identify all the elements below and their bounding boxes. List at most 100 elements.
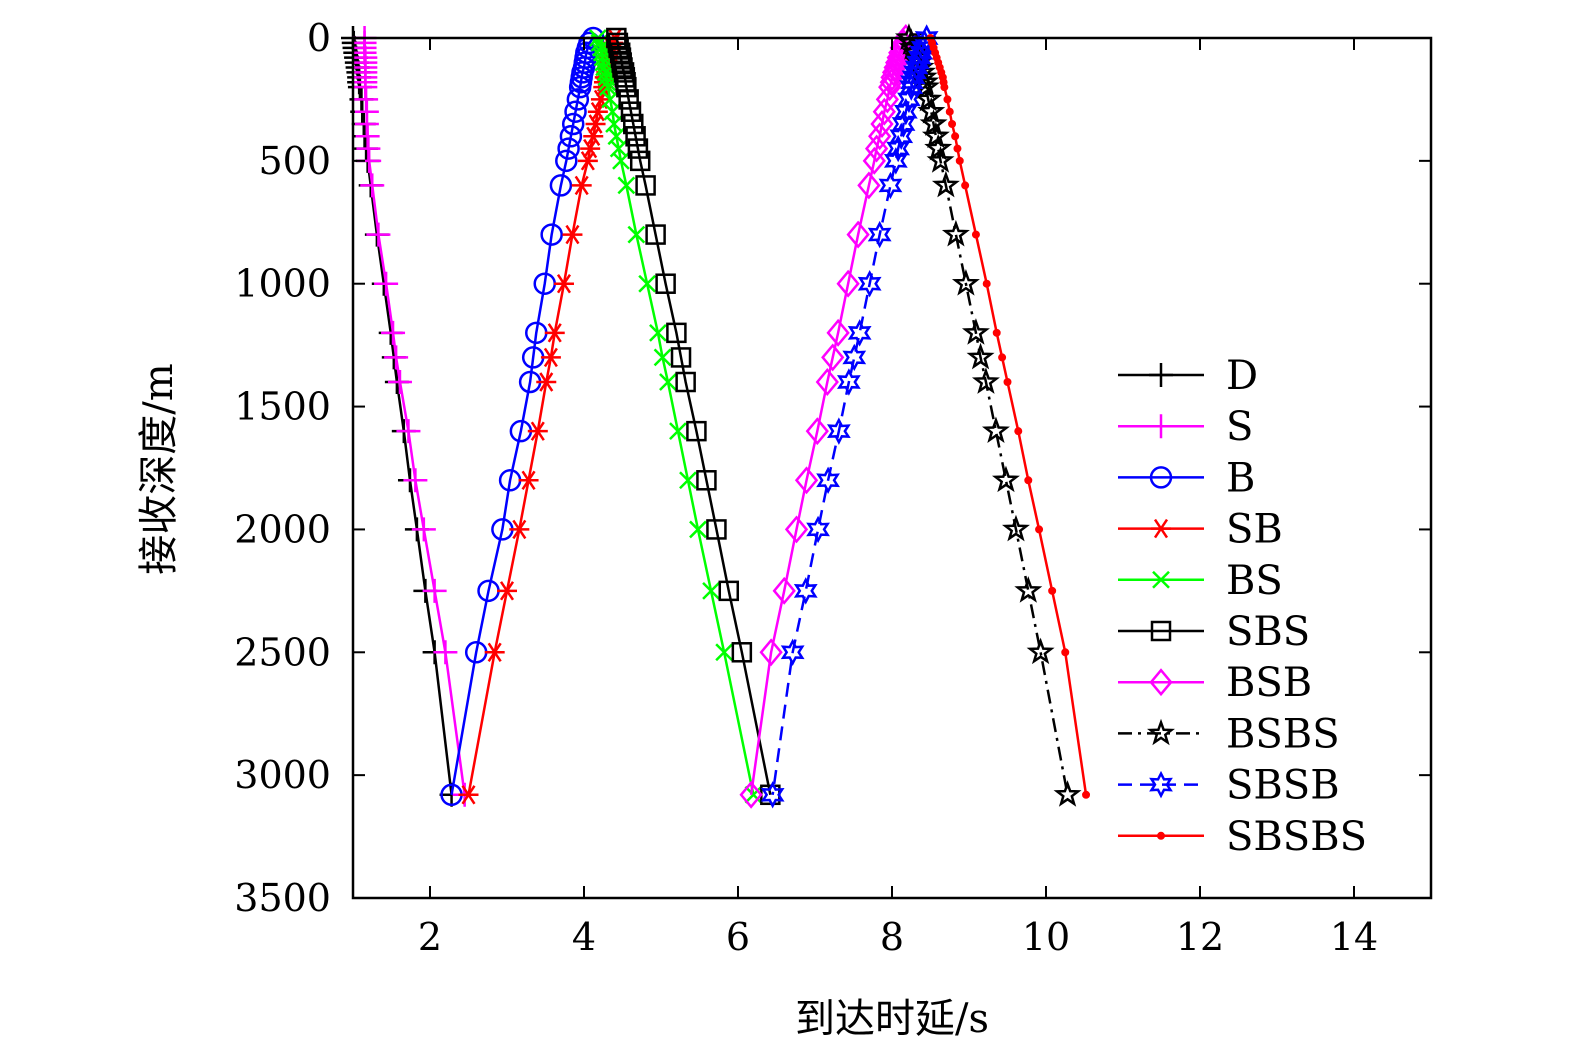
series-layer <box>341 23 1091 809</box>
legend-item-bs: BS <box>1118 558 1283 604</box>
data-point-bsbs <box>1001 514 1030 542</box>
data-point-bs <box>627 225 646 244</box>
data-point-b <box>566 88 590 111</box>
data-point-sbsbs <box>1035 525 1044 534</box>
data-point-bs <box>659 373 677 391</box>
data-point-sbs <box>706 519 727 540</box>
x-tick-label: 14 <box>1330 915 1378 959</box>
data-point-bsb <box>857 171 881 200</box>
legend-label-s: S <box>1226 404 1253 450</box>
data-point-bsbs <box>894 23 923 50</box>
y-tick-label: 2000 <box>234 507 331 551</box>
data-point-bsbs <box>966 342 995 370</box>
data-point-bsb <box>875 85 900 114</box>
data-point-bsb <box>881 58 906 87</box>
data-point-s <box>433 640 458 665</box>
data-point-sbs <box>635 175 656 196</box>
data-point-bs <box>702 581 720 600</box>
data-point-sbs <box>627 138 649 159</box>
data-point-sb <box>527 421 548 441</box>
data-point-bsb <box>836 269 860 298</box>
data-point-sb <box>553 274 574 294</box>
y-tick-label: 2500 <box>234 630 331 674</box>
data-point-sbsb <box>899 73 924 101</box>
data-point-bsbs <box>971 367 1000 394</box>
data-point-sbsb <box>886 134 911 163</box>
data-point-sbsb <box>867 220 892 249</box>
data-point-bsb <box>772 576 796 605</box>
data-point-bs <box>679 471 697 490</box>
series-sbs <box>606 27 781 806</box>
y-tick-label: 1000 <box>234 262 331 306</box>
data-point-bsbs <box>981 416 1010 444</box>
data-point-sbs <box>655 273 676 294</box>
data-point-sbs <box>625 126 646 147</box>
legend-label-d: D <box>1226 353 1258 399</box>
x-tick-label: 8 <box>880 915 904 959</box>
legend-marker-d <box>1149 363 1173 387</box>
data-point-s <box>360 173 385 198</box>
legend-marker-bsb <box>1149 668 1173 697</box>
legend-item-sbsb: SBSB <box>1118 763 1340 809</box>
data-point-sb <box>484 642 505 662</box>
data-point-sbs <box>616 76 637 98</box>
data-point-sbs <box>623 113 644 135</box>
y-axis-title: 接收深度/m <box>136 363 182 574</box>
data-point-bsb <box>884 48 909 77</box>
plot-frame <box>351 36 1433 900</box>
series-sbsb <box>760 24 939 809</box>
data-point-bsb <box>826 318 850 347</box>
data-point-sb <box>583 126 604 146</box>
data-point-sbs <box>675 371 696 393</box>
y-tick-label: 500 <box>258 139 331 183</box>
data-point-sb <box>518 470 539 490</box>
data-point-sbsbs <box>1014 427 1023 436</box>
data-point-sbsbs <box>955 156 964 165</box>
legend-item-sbsbs: SBSBS <box>1118 814 1367 860</box>
data-point-bsb <box>739 780 763 809</box>
data-point-bsb <box>879 68 903 97</box>
data-point-sbsb <box>806 515 830 544</box>
data-point-s <box>384 345 409 370</box>
data-point-sb <box>571 175 592 196</box>
data-point-bs <box>612 151 630 170</box>
data-point-bsbs <box>926 146 955 173</box>
legend-marker-sbs <box>1150 620 1172 642</box>
data-point-bsbs <box>1053 780 1082 807</box>
data-point-bsb <box>759 638 783 667</box>
data-point-sbsb <box>760 781 785 809</box>
data-point-bs <box>689 520 707 539</box>
y-tick-label: 1500 <box>234 385 331 429</box>
data-point-s <box>396 419 421 444</box>
data-point-bsbs <box>1026 637 1055 665</box>
series-line-bsbs <box>907 37 1069 796</box>
data-point-sb <box>544 323 565 343</box>
legend-label-bsbs: BSBS <box>1226 711 1340 757</box>
plot-area <box>353 38 1431 898</box>
data-point-bs <box>653 348 672 367</box>
data-point-sb <box>536 372 557 392</box>
legend-label-bsb: BSB <box>1226 660 1312 706</box>
data-point-sbsb <box>780 638 805 667</box>
data-point-b <box>555 149 578 173</box>
legend-item-bsb: BSB <box>1118 660 1312 706</box>
data-point-sb <box>458 785 479 805</box>
data-point-b <box>557 137 580 160</box>
data-point-bsb <box>862 146 886 175</box>
plot-background <box>353 38 1431 898</box>
data-point-s <box>403 468 428 493</box>
data-point-sbsbs <box>982 279 991 288</box>
data-point-sbsbs <box>948 120 957 128</box>
data-point-bsb <box>870 110 894 138</box>
data-point-b <box>568 75 592 99</box>
legend-marker-s <box>1149 414 1173 439</box>
data-point-s <box>387 370 412 394</box>
data-point-bsbs <box>951 269 980 296</box>
x-tick-label: 10 <box>1022 915 1070 959</box>
data-point-b <box>564 100 587 123</box>
legend-item-sbs: SBS <box>1118 609 1310 655</box>
series-line-b <box>450 37 595 796</box>
data-point-bsb <box>821 343 845 372</box>
data-point-sbsb <box>793 577 818 605</box>
